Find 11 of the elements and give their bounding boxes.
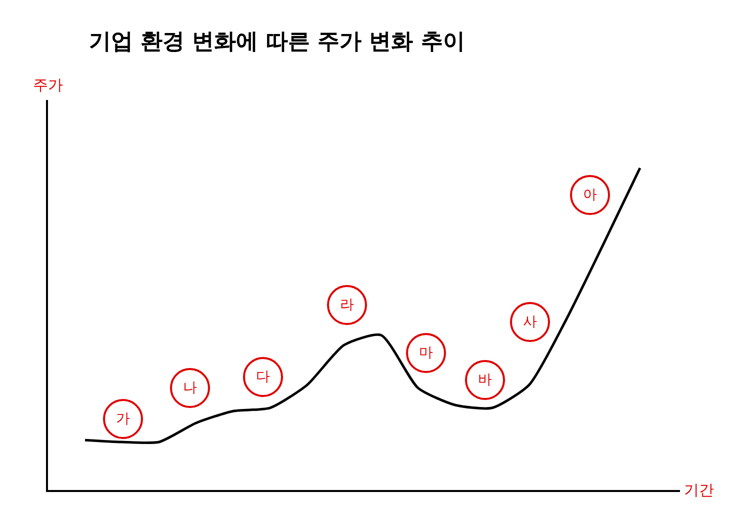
annotation: 바 (478, 372, 492, 388)
annotation: 가 (116, 411, 130, 427)
annotation: 마 (419, 345, 433, 361)
annotation: 라 (340, 297, 354, 313)
x-axis-title: 기간 (684, 481, 714, 499)
annotation: 아 (583, 187, 597, 203)
annotation: 사 (523, 314, 537, 330)
chart-title: 기업 환경 변화에 따른 주가 변화 추이 (88, 30, 465, 55)
annotation: 다 (256, 369, 270, 385)
annotation: 나 (183, 380, 197, 396)
y-axis-title: 주가 (33, 76, 63, 94)
